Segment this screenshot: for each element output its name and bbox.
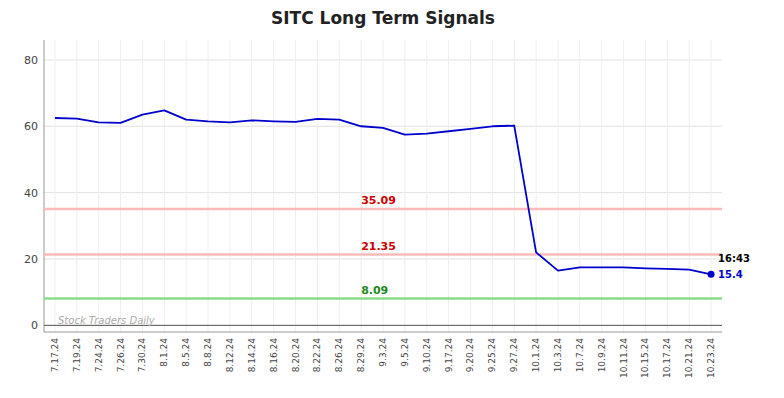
x-tick-label: 8.1.24 xyxy=(159,338,169,367)
x-grid-line xyxy=(492,40,493,332)
x-tick-label: 10.15.24 xyxy=(640,338,650,378)
x-tick-label: 10.7.24 xyxy=(575,338,585,373)
y-tick-label: 80 xyxy=(24,54,38,67)
x-tick-label: 8.20.24 xyxy=(291,338,301,373)
x-tick-label: 9.25.24 xyxy=(487,338,497,373)
x-grid-line xyxy=(645,40,646,332)
time-annotation: 16:43 xyxy=(718,253,750,264)
x-tick-label: 8.29.24 xyxy=(356,338,366,373)
x-grid-line xyxy=(470,40,471,332)
x-tick-label: 7.30.24 xyxy=(137,338,147,373)
x-grid-line xyxy=(98,40,99,332)
x-grid-line xyxy=(339,40,340,332)
reference-line xyxy=(44,253,722,256)
x-tick-label: 9.20.24 xyxy=(465,338,475,373)
x-grid-line xyxy=(536,40,537,332)
x-grid-line xyxy=(251,40,252,332)
x-grid-line xyxy=(229,40,230,332)
y-axis-line xyxy=(44,40,45,332)
x-axis-line xyxy=(44,332,722,333)
x-tick-label: 10.3.24 xyxy=(553,338,563,373)
x-grid-line xyxy=(295,40,296,332)
title: SITC Long Term Signals xyxy=(271,8,495,28)
x-tick-label: 8.14.24 xyxy=(247,338,257,373)
x-tick-label: 8.22.24 xyxy=(312,338,322,373)
x-tick-label: 9.17.24 xyxy=(444,338,454,373)
x-tick-label: 10.1.24 xyxy=(531,338,541,373)
x-tick-label: 8.26.24 xyxy=(334,338,344,373)
x-tick-label: 7.26.24 xyxy=(116,338,126,373)
x-tick-label: 8.5.24 xyxy=(181,338,191,367)
y-tick-label: 0 xyxy=(31,319,38,332)
reference-line xyxy=(44,297,722,300)
x-tick-label: 8.16.24 xyxy=(269,338,279,373)
x-grid-line xyxy=(404,40,405,332)
x-grid-line xyxy=(317,40,318,332)
x-tick-label: 10.23.24 xyxy=(706,338,716,378)
x-grid-line xyxy=(273,40,274,332)
x-grid-line xyxy=(142,40,143,332)
x-grid-line xyxy=(76,40,77,332)
x-grid-line xyxy=(54,40,55,332)
x-tick-label: 9.10.24 xyxy=(422,338,432,373)
price-annotation: 15.4 xyxy=(718,269,743,280)
reference-label: 8.09 xyxy=(361,284,388,297)
x-tick-label: 7.19.24 xyxy=(72,338,82,373)
x-grid-line xyxy=(448,40,449,332)
x-grid-line xyxy=(120,40,121,332)
x-grid-line xyxy=(164,40,165,332)
x-tick-label: 10.9.24 xyxy=(597,338,607,373)
x-tick-label: 7.17.24 xyxy=(50,338,60,373)
x-grid-line xyxy=(689,40,690,332)
endpoint-dot xyxy=(708,271,715,278)
x-grid-line xyxy=(557,40,558,332)
plot-area xyxy=(44,110,722,325)
x-tick-label: 9.27.24 xyxy=(509,338,519,373)
x-grid-line xyxy=(514,40,515,332)
x-tick-label: 8.12.24 xyxy=(225,338,235,373)
x-tick-label: 9.3.24 xyxy=(378,338,388,367)
x-tick-label: 10.21.24 xyxy=(684,338,694,378)
x-grid-line xyxy=(186,40,187,332)
x-grid-line xyxy=(711,40,712,332)
x-grid-line xyxy=(579,40,580,332)
x-grid-line xyxy=(601,40,602,332)
x-grid-line xyxy=(623,40,624,332)
y-tick-label: 60 xyxy=(24,120,38,133)
chart: 0 20 40 60 80 7.17.24 7.19.24 7.24.24 7.26.24 7.3… xyxy=(0,0,784,398)
x-grid-line xyxy=(667,40,668,332)
reference-line xyxy=(44,208,722,211)
grid xyxy=(44,40,722,332)
watermark: Stock Traders Daily xyxy=(58,315,156,326)
y-tick-label: 20 xyxy=(24,253,38,266)
x-tick-label: 10.11.24 xyxy=(619,338,629,378)
x-tick-label: 8.8.24 xyxy=(203,338,213,367)
reference-label: 21.35 xyxy=(361,240,396,253)
reference-label: 35.09 xyxy=(361,194,396,207)
x-grid-line xyxy=(426,40,427,332)
x-grid-line xyxy=(208,40,209,332)
x-tick-label: 7.24.24 xyxy=(94,338,104,373)
x-tick-label: 9.5.24 xyxy=(400,338,410,367)
price-line xyxy=(55,110,711,274)
y-tick-label: 40 xyxy=(24,187,38,200)
x-tick-label: 10.17.24 xyxy=(662,338,672,378)
